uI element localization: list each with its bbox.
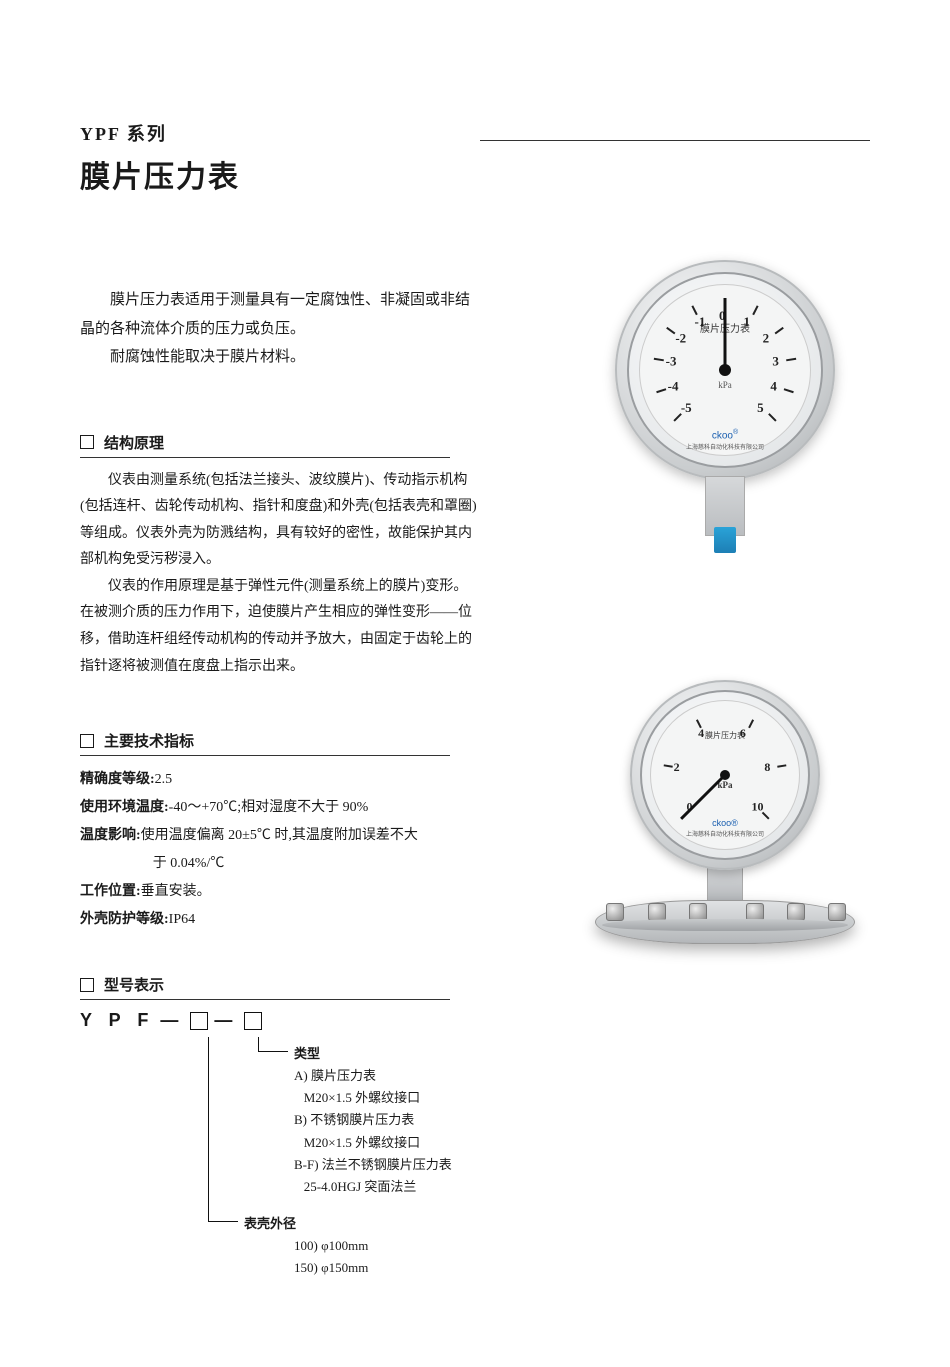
section-title-specs: 主要技术指标 — [104, 730, 194, 751]
gauge2-flange — [595, 900, 855, 944]
bullet-box-icon — [80, 734, 94, 748]
spec-key: 精确度等级: — [80, 766, 155, 794]
spec-key: 使用环境温度: — [80, 794, 169, 822]
gauge2-neck — [707, 866, 743, 902]
intro-p1: 膜片压力表适用于测量具有一定腐蚀性、非凝固或非结晶的各种流体介质的压力或负压。 — [80, 286, 480, 343]
model-block: Y P F — — 类型 A) 膜片压力表 M20×1.5 外螺纹接口 B) 不… — [80, 1010, 480, 1307]
spec-row: 温度影响: 使用温度偏离 20±5℃ 时,其温度附加误差不大 — [80, 822, 480, 850]
bullet-box-icon — [80, 978, 94, 992]
model-diameter-label: 表壳外径 — [244, 1213, 296, 1235]
spec-value: 2.5 — [155, 766, 173, 794]
intro-p2: 耐腐蚀性能取决于膜片材料。 — [80, 343, 480, 372]
model-slot-1 — [190, 1012, 208, 1030]
model-diagram: 类型 A) 膜片压力表 M20×1.5 外螺纹接口 B) 不锈钢膜片压力表 M2… — [90, 1037, 480, 1307]
spec-key: 外壳防护等级: — [80, 906, 169, 934]
flange-bolt — [606, 903, 624, 921]
spec-list: 精确度等级: 2.5使用环境温度: -40～+70℃;相对湿度不大于 90%温度… — [80, 766, 480, 934]
spec-row: 外壳防护等级: IP64 — [80, 906, 480, 934]
flange-bolt — [746, 903, 764, 921]
gauge1-needle — [724, 298, 727, 370]
gauge-figure-1: 膜片压力表 kPa -5-4-3-2-1012345 ckoo® 上海慈科自动化… — [605, 260, 845, 536]
model-diameters: 100) φ100mm 150) φ150mm — [294, 1235, 368, 1279]
gauge1-stem — [705, 476, 745, 536]
header-rule — [480, 140, 870, 141]
intro-block: 膜片压力表适用于测量具有一定腐蚀性、非凝固或非结晶的各种流体介质的压力或负压。 … — [80, 286, 480, 372]
gauge2-brand: ckoo® 上海慈科自动化科技有限公司 — [632, 818, 818, 838]
model-type-label: 类型 — [294, 1043, 320, 1065]
section-title-model: 型号表示 — [104, 974, 164, 995]
section-title-structure: 结构原理 — [104, 432, 164, 453]
flange-bolt — [828, 903, 846, 921]
gauge-figure-2: 膜片压力表 kPa 0246810 ckoo® 上海慈科自动化科技有限公司 — [590, 680, 860, 944]
model-slot-2 — [244, 1012, 262, 1030]
section-head-specs: 主要技术指标 — [80, 730, 450, 756]
flange-bolt — [689, 903, 707, 921]
model-prefix: Y P F — [80, 1010, 154, 1031]
gauge-1: 膜片压力表 kPa -5-4-3-2-1012345 ckoo® 上海慈科自动化… — [615, 260, 835, 480]
series-label: YPF 系列 — [80, 120, 870, 146]
page-title: 膜片压力表 — [80, 152, 870, 196]
structure-body: 仪表由测量系统(包括法兰接头、波纹膜片)、传动指示机构(包括连杆、齿轮传动机构、… — [80, 468, 480, 681]
spec-value: 于 0.04%/℃ — [153, 850, 225, 878]
flange-bolt — [648, 903, 666, 921]
spec-value: 垂直安装。 — [141, 878, 211, 906]
structure-p1: 仪表由测量系统(包括法兰接头、波纹膜片)、传动指示机构(包括连杆、齿轮传动机构、… — [80, 468, 480, 574]
spec-value: IP64 — [169, 906, 195, 934]
model-code: Y P F — — — [80, 1010, 480, 1031]
model-types: A) 膜片压力表 M20×1.5 外螺纹接口 B) 不锈钢膜片压力表 M20×1… — [294, 1065, 452, 1198]
spec-value: 使用温度偏离 20±5℃ 时,其温度附加误差不大 — [141, 822, 418, 850]
spec-row: 于 0.04%/℃ — [80, 850, 480, 878]
gauge1-brand: ckoo® 上海慈科自动化科技有限公司 — [617, 429, 833, 452]
structure-p2: 仪表的作用原理是基于弹性元件(测量系统上的膜片)变形。在被测介质的压力作用下，迫… — [80, 574, 480, 680]
spec-row: 工作位置: 垂直安装。 — [80, 878, 480, 906]
spec-row: 使用环境温度: -40～+70℃;相对湿度不大于 90% — [80, 794, 480, 822]
flange-bolt — [787, 903, 805, 921]
bullet-box-icon — [80, 435, 94, 449]
gauge-2: 膜片压力表 kPa 0246810 ckoo® 上海慈科自动化科技有限公司 — [630, 680, 820, 870]
section-head-structure: 结构原理 — [80, 432, 450, 458]
section-head-model: 型号表示 — [80, 974, 450, 1000]
spec-key: 工作位置: — [80, 878, 141, 906]
spec-value: -40～+70℃;相对湿度不大于 90% — [169, 794, 369, 822]
spec-row: 精确度等级: 2.5 — [80, 766, 480, 794]
spec-key: 温度影响: — [80, 822, 141, 850]
